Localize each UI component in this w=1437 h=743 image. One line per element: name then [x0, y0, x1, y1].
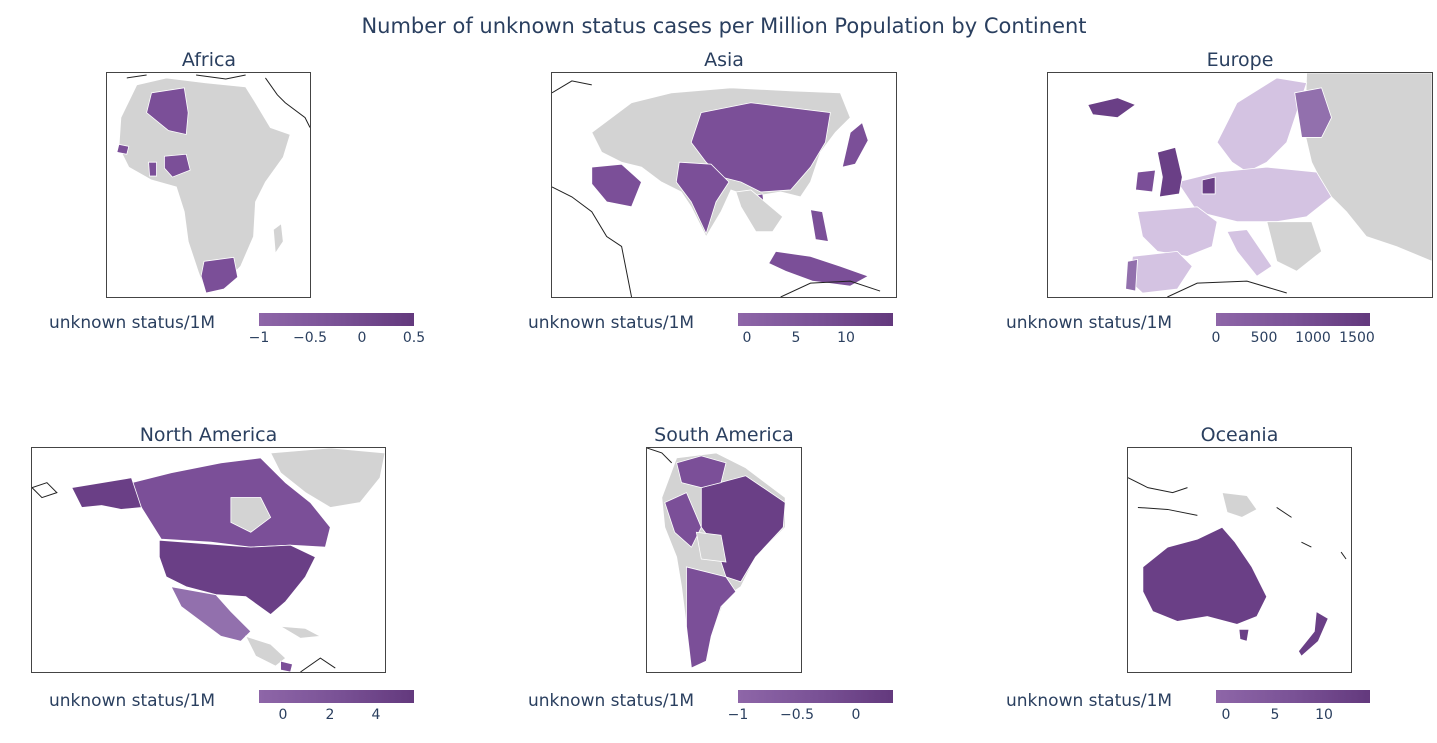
map-south-america[interactable]	[646, 447, 802, 673]
region-caribbean	[280, 626, 322, 639]
colorbar-tick: 2	[325, 707, 335, 723]
colorbar-north-america	[259, 690, 414, 703]
country-bolivia	[695, 531, 727, 563]
colorbar-tick: 10	[1315, 707, 1333, 723]
colorbar-tick: 0	[742, 330, 752, 346]
country-indonesia	[768, 250, 870, 287]
colorbar-label-north-america: unknown status/1M	[49, 691, 216, 711]
country-new-zealand	[1297, 610, 1329, 657]
panel-title-south-america: South America	[654, 424, 794, 446]
colorbar-tick: 1500	[1339, 330, 1375, 346]
colorbar-oceania	[1216, 690, 1370, 703]
country-panama	[280, 660, 294, 672]
region-balkans	[1266, 221, 1323, 272]
map-asia[interactable]	[551, 72, 897, 298]
colorbar-label-asia: unknown status/1M	[528, 313, 695, 333]
colorbar-tick: 0	[851, 707, 861, 723]
coastline-pacific-islands	[1276, 507, 1347, 560]
colorbar-tick: 1000	[1295, 330, 1331, 346]
country-ireland	[1135, 169, 1156, 193]
country-chile-argentina	[686, 566, 737, 669]
colorbar-south-america	[738, 690, 893, 703]
region-central-america	[245, 635, 287, 667]
hudson-bay	[230, 497, 272, 533]
country-japan	[841, 121, 869, 168]
country-papua-new-guinea	[1221, 492, 1258, 518]
colorbar-tick: 0	[357, 330, 367, 346]
coastline-europe	[126, 74, 246, 80]
colorbar-tick: −1	[727, 707, 749, 723]
europe-east-landmass	[1304, 73, 1432, 262]
colorbar-tick: 5	[1270, 707, 1280, 723]
country-senegal	[116, 143, 130, 155]
country-finland	[1294, 87, 1332, 138]
colorbar-tick: −0.5	[293, 330, 327, 346]
country-india	[675, 161, 730, 235]
coastline-south-america	[300, 657, 336, 672]
figure-title: Number of unknown status cases per Milli…	[361, 14, 1087, 38]
coastline-central-america	[647, 448, 673, 464]
country-spain	[1129, 250, 1193, 294]
colorbar-europe	[1216, 313, 1370, 326]
africa-landmass	[118, 77, 291, 294]
country-nigeria	[164, 153, 191, 178]
colorbar-label-south-america: unknown status/1M	[528, 691, 695, 711]
colorbar-tick: 0.5	[402, 330, 426, 346]
colorbar-tick: 0	[1221, 707, 1231, 723]
colorbar-asia	[738, 313, 893, 326]
panel-title-asia: Asia	[704, 49, 744, 71]
country-united-kingdom	[1156, 146, 1183, 198]
country-alaska	[71, 477, 142, 510]
colorbar-label-africa: unknown status/1M	[49, 313, 216, 333]
country-south-africa	[200, 256, 239, 294]
colorbar-tick: 4	[371, 707, 381, 723]
region-scandinavia	[1216, 77, 1308, 173]
country-colombia-venezuela	[676, 455, 727, 489]
country-southeast-asia	[735, 189, 784, 232]
coastline-europe-africa	[552, 80, 633, 297]
colorbar-tick: 0	[278, 707, 288, 723]
colorbar-tick: 5	[791, 330, 801, 346]
coastline-arabia	[265, 77, 310, 128]
map-africa[interactable]	[106, 72, 311, 298]
coastline-russia	[32, 482, 58, 499]
country-united-states	[158, 539, 316, 616]
country-tasmania	[1238, 628, 1250, 642]
country-china	[690, 102, 831, 193]
colorbar-tick: −0.5	[780, 707, 814, 723]
country-saudi-arabia	[591, 163, 642, 208]
country-peru	[664, 492, 702, 548]
panel-title-africa: Africa	[181, 49, 237, 71]
country-portugal	[1125, 258, 1138, 292]
country-greenland	[270, 448, 385, 508]
map-europe[interactable]	[1047, 72, 1433, 298]
coastline-africa	[1167, 280, 1287, 297]
colorbar-tick: 10	[837, 330, 855, 346]
colorbar-label-europe: unknown status/1M	[1006, 313, 1173, 333]
colorbar-tick: 0	[1211, 330, 1221, 346]
country-philippines	[810, 209, 829, 242]
colorbar-africa	[259, 313, 414, 326]
map-north-america[interactable]	[31, 447, 386, 673]
coastline-australia	[780, 280, 881, 297]
country-netherlands	[1201, 176, 1216, 195]
region-central-europe	[1176, 166, 1333, 223]
country-algeria	[146, 87, 189, 135]
colorbar-tick: −1	[248, 330, 270, 346]
region-italy	[1226, 229, 1273, 277]
panel-title-north-america: North America	[139, 424, 278, 446]
country-ghana	[148, 161, 157, 177]
colorbar-label-oceania: unknown status/1M	[1006, 691, 1173, 711]
colorbar-tick: 500	[1250, 330, 1278, 346]
country-iceland	[1087, 97, 1137, 119]
country-australia	[1142, 526, 1268, 625]
madagascar	[272, 222, 284, 255]
map-oceania[interactable]	[1127, 447, 1352, 673]
country-mexico	[170, 586, 252, 642]
panel-title-europe: Europe	[1206, 49, 1274, 71]
region-western-europe	[1137, 206, 1218, 257]
panel-title-oceania: Oceania	[1200, 424, 1279, 446]
coastline-indonesia	[1128, 477, 1198, 516]
